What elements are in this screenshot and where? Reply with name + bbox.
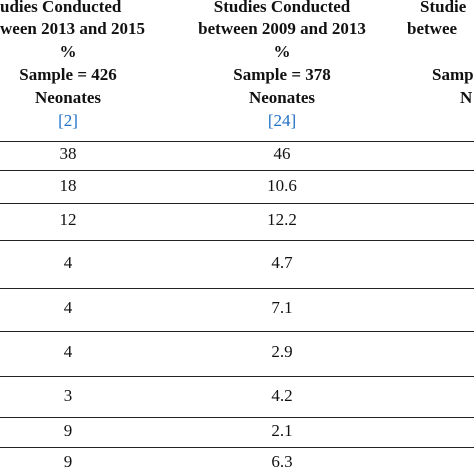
header-text: %	[274, 42, 291, 61]
cell: 7.1	[271, 298, 292, 317]
cell: 4.2	[271, 386, 292, 405]
cell: 9	[64, 421, 73, 440]
header-text: betwee	[407, 19, 457, 38]
reference: [2]	[58, 111, 78, 130]
cell: 46	[274, 144, 291, 163]
header-text: Sample = 378	[233, 65, 331, 84]
cell: 10.6	[267, 176, 297, 195]
cell: 4	[64, 342, 73, 361]
cell: 2.1	[271, 421, 292, 440]
cell: 12	[60, 210, 77, 229]
header-text: Samp	[432, 65, 474, 84]
cell: 6.3	[271, 452, 292, 471]
cell: 4	[64, 298, 73, 317]
header-text: Sample = 426	[19, 65, 117, 84]
header-text: %	[60, 42, 77, 61]
header-text: Neonates	[35, 88, 101, 107]
reference: [24]	[268, 111, 296, 130]
header-text: between 2009 and 2013	[198, 19, 366, 38]
cell: 3	[64, 386, 73, 405]
header-text: Studies Conducted	[214, 0, 351, 16]
cell: 2.9	[271, 342, 292, 361]
header-text: ween 2013 and 2015	[0, 19, 145, 38]
header-text: udies Conducted	[0, 0, 122, 16]
cell: 4.7	[271, 253, 293, 272]
cell: 12.2	[267, 210, 297, 229]
cell: 9	[64, 452, 73, 471]
cell: 4	[64, 253, 73, 272]
header-text: Neonates	[249, 88, 315, 107]
cell: 18	[60, 176, 77, 195]
header-text: N	[460, 88, 473, 107]
header-text: Studie	[420, 0, 467, 16]
cell: 38	[60, 144, 77, 163]
